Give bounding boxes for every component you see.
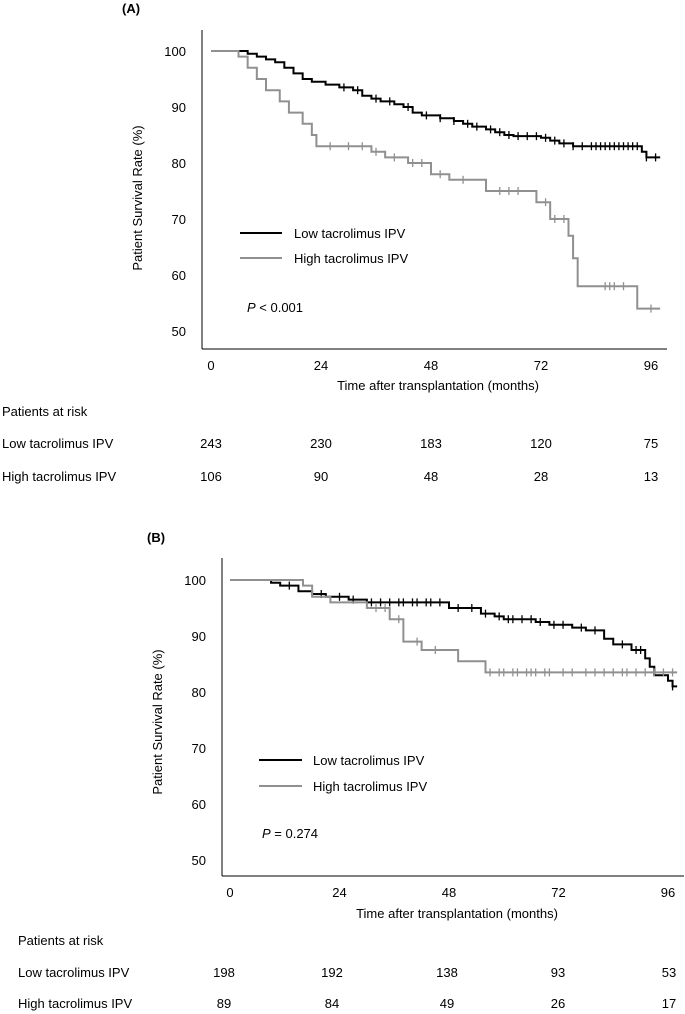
panel-b-risk-row-low-label: Low tacrolimus IPV — [18, 965, 130, 980]
panel-b-risk-row-high-label: High tacrolimus IPV — [18, 996, 132, 1011]
panel-a-p-value: P < 0.001 — [247, 300, 303, 315]
panel-b-risk-values: 198 192 138 93 53 89 84 49 26 17 — [213, 965, 676, 1011]
panel-a-risk-row-high-label: High tacrolimus IPV — [2, 469, 116, 484]
panel-a-y-tick-80: 80 — [172, 156, 186, 171]
panel-a-risk-low-24: 230 — [310, 436, 332, 451]
panel-b-risk-high-0: 89 — [217, 996, 231, 1011]
panel-b-y-tick-60: 60 — [192, 797, 206, 812]
panel-a-x-tick-48: 48 — [424, 358, 438, 373]
panel-b-risk-low-96: 53 — [662, 965, 676, 980]
panel-b-p-value: P = 0.274 — [262, 826, 318, 841]
panel-b-label: (B) — [147, 530, 165, 545]
panel-a-x-tick-24: 24 — [314, 358, 328, 373]
panel-b-p-text: = 0.274 — [271, 826, 318, 841]
panel-a-risk-low-96: 75 — [644, 436, 658, 451]
panel-b-x-ticks: 0 24 48 72 96 — [226, 885, 675, 900]
panel-b-y-ticks: 50 60 70 80 90 100 — [184, 573, 206, 868]
panel-b-x-tick-48: 48 — [442, 885, 456, 900]
panel-a-p-symbol: P — [247, 300, 256, 315]
panel-b: (B) Patient Survival Rate (%) 50 60 70 80 90… — [18, 530, 684, 1011]
panel-b-y-tick-90: 90 — [192, 629, 206, 644]
panel-b-risk-high-96: 17 — [662, 996, 676, 1011]
panel-a-y-axis-title: Patient Survival Rate (%) — [130, 125, 145, 270]
panel-a-curve-low — [211, 50, 661, 159]
panel-a-label: (A) — [122, 1, 140, 16]
panel-a-curves — [211, 50, 661, 313]
panel-a-risk-low-48: 183 — [420, 436, 442, 451]
panel-a-risk-values: 243 230 183 120 75 106 90 48 28 13 — [200, 436, 658, 484]
panel-a-y-ticks: 50 60 70 80 90 100 — [164, 44, 186, 339]
panel-a-y-tick-100: 100 — [164, 44, 186, 59]
panel-a-p-text: < 0.001 — [256, 300, 303, 315]
panel-a-x-tick-96: 96 — [644, 358, 658, 373]
panel-a-legend: Low tacrolimus IPV High tacrolimus IPV — [240, 226, 408, 266]
panel-b-x-tick-24: 24 — [332, 885, 346, 900]
panel-a-x-ticks: 0 24 48 72 96 — [207, 358, 658, 373]
panel-b-x-tick-96: 96 — [661, 885, 675, 900]
panel-a-y-tick-70: 70 — [172, 212, 186, 227]
panel-a-legend-low: Low tacrolimus IPV — [294, 226, 406, 241]
panel-b-legend-low: Low tacrolimus IPV — [313, 753, 425, 768]
panel-b-risk-low-0: 198 — [213, 965, 235, 980]
panel-b-risk-title: Patients at risk — [18, 933, 104, 948]
panel-b-legend: Low tacrolimus IPV High tacrolimus IPV — [259, 753, 427, 794]
panel-b-curve-low — [230, 579, 678, 688]
panel-a-x-tick-0: 0 — [207, 358, 214, 373]
panel-b-risk-low-24: 192 — [321, 965, 343, 980]
panel-a-legend-high: High tacrolimus IPV — [294, 251, 408, 266]
panel-a-risk-high-72: 28 — [534, 469, 548, 484]
panel-a-risk-high-0: 106 — [200, 469, 222, 484]
panel-b-y-tick-100: 100 — [184, 573, 206, 588]
panel-a-risk-high-24: 90 — [314, 469, 328, 484]
panel-b-p-symbol: P — [262, 826, 271, 841]
panel-a-risk-row-low-label: Low tacrolimus IPV — [2, 436, 114, 451]
panel-a-curve-high — [211, 50, 661, 310]
panel-a-x-tick-72: 72 — [534, 358, 548, 373]
panel-a: (A) Patient Survival Rate (%) 50 60 70 80 90… — [2, 1, 667, 484]
panel-a-risk-low-0: 243 — [200, 436, 222, 451]
panel-b-risk-low-72: 93 — [551, 965, 565, 980]
panel-b-y-axis-title: Patient Survival Rate (%) — [150, 649, 165, 794]
panel-b-x-axis-title: Time after transplantation (months) — [356, 906, 558, 921]
panel-b-risk-high-48: 49 — [440, 996, 454, 1011]
panel-a-y-tick-50: 50 — [172, 324, 186, 339]
panel-b-y-tick-70: 70 — [192, 741, 206, 756]
panel-b-x-tick-0: 0 — [226, 885, 233, 900]
panel-a-risk-high-48: 48 — [424, 469, 438, 484]
panel-b-risk-low-48: 138 — [436, 965, 458, 980]
panel-b-y-tick-50: 50 — [192, 853, 206, 868]
panel-b-y-tick-80: 80 — [192, 685, 206, 700]
panel-a-risk-low-72: 120 — [530, 436, 552, 451]
panel-b-curve-high — [230, 579, 678, 674]
panel-b-risk-high-72: 26 — [551, 996, 565, 1011]
panel-a-y-tick-90: 90 — [172, 100, 186, 115]
panel-a-y-tick-60: 60 — [172, 268, 186, 283]
panel-a-risk-title: Patients at risk — [2, 404, 88, 419]
panel-a-risk-high-96: 13 — [644, 469, 658, 484]
panel-b-risk-high-24: 84 — [325, 996, 339, 1011]
panel-b-legend-high: High tacrolimus IPV — [313, 779, 427, 794]
panel-b-curves — [230, 579, 678, 691]
panel-b-x-tick-72: 72 — [551, 885, 565, 900]
panel-a-x-axis-title: Time after transplantation (months) — [337, 378, 539, 393]
